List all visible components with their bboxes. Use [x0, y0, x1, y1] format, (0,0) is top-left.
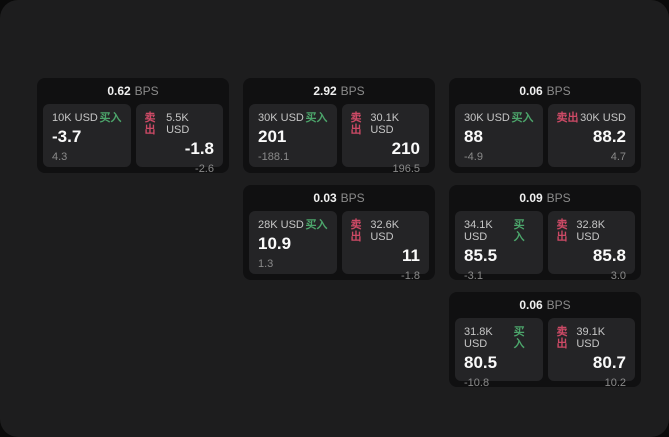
- buy-label: 买入: [513, 219, 525, 243]
- sell-label: 卖出: [144, 112, 156, 136]
- sell-price: 80.7: [592, 353, 626, 372]
- spread-value: 0.62: [107, 84, 131, 98]
- quote-body: 31.8K USD 买入 80.5 -10.8 卖出 39.1K USD 80.…: [449, 318, 641, 389]
- buy-size: 30K USD: [464, 112, 510, 124]
- buy-label: 买入: [305, 219, 328, 231]
- buy-price: 88: [464, 127, 483, 146]
- sell-quote-tile[interactable]: 卖出 5.5K USD -1.8 -2.6: [135, 104, 223, 175]
- sell-price: 85.8: [592, 246, 626, 265]
- quote-card: 0.62 BPS 10K USD 买入 -3.7 4.3 卖出 5.5K USD: [37, 78, 229, 175]
- spread-unit: BPS: [134, 84, 159, 98]
- quote-card: 0.03 BPS 28K USD 买入 10.9 1.3 卖出 32.6K US…: [243, 185, 435, 282]
- sell-label: 卖出: [556, 112, 579, 124]
- buy-quote-tile[interactable]: 10K USD 买入 -3.7 4.3: [43, 104, 131, 167]
- buy-quote-tile[interactable]: 34.1K USD 买入 85.5 -3.1: [455, 211, 543, 282]
- sell-label: 卖出: [556, 326, 568, 350]
- spread-header: 0.06 BPS: [449, 292, 641, 318]
- spread-header: 0.09 BPS: [449, 185, 641, 211]
- buy-price: 201: [258, 127, 287, 146]
- buy-size: 10K USD: [52, 112, 98, 124]
- buy-size: 28K USD: [258, 219, 304, 231]
- sell-quote-tile[interactable]: 卖出 30K USD 88.2 4.7: [547, 104, 635, 167]
- quote-body: 34.1K USD 买入 85.5 -3.1 卖出 32.8K USD 85.8…: [449, 211, 641, 282]
- sell-price: 88.2: [592, 127, 626, 146]
- spread-unit: BPS: [546, 298, 571, 312]
- spread-unit: BPS: [340, 84, 365, 98]
- spread-header: 0.06 BPS: [449, 78, 641, 104]
- sell-quote-tile[interactable]: 卖出 32.6K USD 11 -1.8: [341, 211, 429, 282]
- spread-value: 0.09: [519, 191, 543, 205]
- sell-delta: 3.0: [610, 270, 626, 282]
- buy-quote-tile[interactable]: 30K USD 买入 88 -4.9: [455, 104, 543, 167]
- sell-quote-tile[interactable]: 卖出 32.8K USD 85.8 3.0: [547, 211, 635, 282]
- sell-delta: -1.8: [401, 270, 420, 282]
- buy-delta: -10.8: [464, 377, 490, 389]
- sell-delta: 10.2: [604, 377, 626, 389]
- buy-label: 买入: [511, 112, 534, 124]
- sell-price: -1.8: [184, 139, 214, 158]
- sell-size: 32.8K USD: [576, 219, 606, 243]
- sell-size: 30.1K USD: [370, 112, 400, 136]
- spread-header: 0.62 BPS: [37, 78, 229, 104]
- quote-body: 30K USD 买入 201 -188.1 卖出 30.1K USD 210 1…: [243, 104, 435, 175]
- quote-body: 30K USD 买入 88 -4.9 卖出 30K USD 88.2 4.7: [449, 104, 641, 173]
- buy-price: 85.5: [464, 246, 498, 265]
- buy-quote-tile[interactable]: 30K USD 买入 201 -188.1: [249, 104, 337, 167]
- buy-delta: 4.3: [52, 151, 68, 163]
- sell-delta: 4.7: [610, 151, 626, 163]
- spread-unit: BPS: [546, 191, 571, 205]
- spread-value: 0.06: [519, 298, 543, 312]
- sell-label: 卖出: [350, 112, 362, 136]
- spread-unit: BPS: [340, 191, 365, 205]
- quote-body: 10K USD 买入 -3.7 4.3 卖出 5.5K USD -1.8 -2.…: [37, 104, 229, 175]
- buy-price: 80.5: [464, 353, 498, 372]
- sell-price: 11: [402, 246, 420, 265]
- buy-size: 30K USD: [258, 112, 304, 124]
- buy-label: 买入: [513, 326, 525, 350]
- sell-size: 30K USD: [580, 112, 626, 124]
- sell-price: 210: [391, 139, 420, 158]
- buy-price: -3.7: [52, 127, 82, 146]
- quote-card: 0.09 BPS 34.1K USD 买入 85.5 -3.1 卖出 32.8K…: [449, 185, 641, 282]
- buy-quote-tile[interactable]: 31.8K USD 买入 80.5 -10.8: [455, 318, 543, 389]
- sell-delta: 196.5: [392, 163, 420, 175]
- sell-quote-tile[interactable]: 卖出 30.1K USD 210 196.5: [341, 104, 429, 175]
- buy-delta: 1.3: [258, 258, 274, 270]
- spread-value: 0.03: [313, 191, 337, 205]
- buy-quote-tile[interactable]: 28K USD 买入 10.9 1.3: [249, 211, 337, 274]
- quote-card: 0.06 BPS 30K USD 买入 88 -4.9 卖出 30K USD: [449, 78, 641, 173]
- buy-label: 买入: [99, 112, 122, 124]
- spread-value: 2.92: [313, 84, 337, 98]
- buy-size: 31.8K USD: [464, 326, 493, 350]
- sell-delta: -2.6: [195, 163, 214, 175]
- buy-delta: -4.9: [464, 151, 483, 163]
- sell-quote-tile[interactable]: 卖出 39.1K USD 80.7 10.2: [547, 318, 635, 389]
- buy-label: 买入: [305, 112, 328, 124]
- quote-body: 28K USD 买入 10.9 1.3 卖出 32.6K USD 11 -1.8: [243, 211, 435, 282]
- buy-delta: -3.1: [464, 270, 483, 282]
- quote-card: 2.92 BPS 30K USD 买入 201 -188.1 卖出 30.1K …: [243, 78, 435, 175]
- spread-value: 0.06: [519, 84, 543, 98]
- sell-label: 卖出: [350, 219, 362, 243]
- buy-price: 10.9: [258, 234, 292, 253]
- spread-header: 2.92 BPS: [243, 78, 435, 104]
- quote-card-grid: 0.62 BPS 10K USD 买入 -3.7 4.3 卖出 5.5K USD: [37, 78, 641, 389]
- spread-header: 0.03 BPS: [243, 185, 435, 211]
- sell-size: 39.1K USD: [576, 326, 606, 350]
- sell-label: 卖出: [556, 219, 568, 243]
- buy-size: 34.1K USD: [464, 219, 493, 243]
- spread-unit: BPS: [546, 84, 571, 98]
- sell-size: 5.5K USD: [166, 112, 190, 136]
- buy-delta: -188.1: [258, 151, 290, 163]
- quote-card: 0.06 BPS 31.8K USD 买入 80.5 -10.8 卖出 39.1…: [449, 292, 641, 389]
- sell-size: 32.6K USD: [370, 219, 400, 243]
